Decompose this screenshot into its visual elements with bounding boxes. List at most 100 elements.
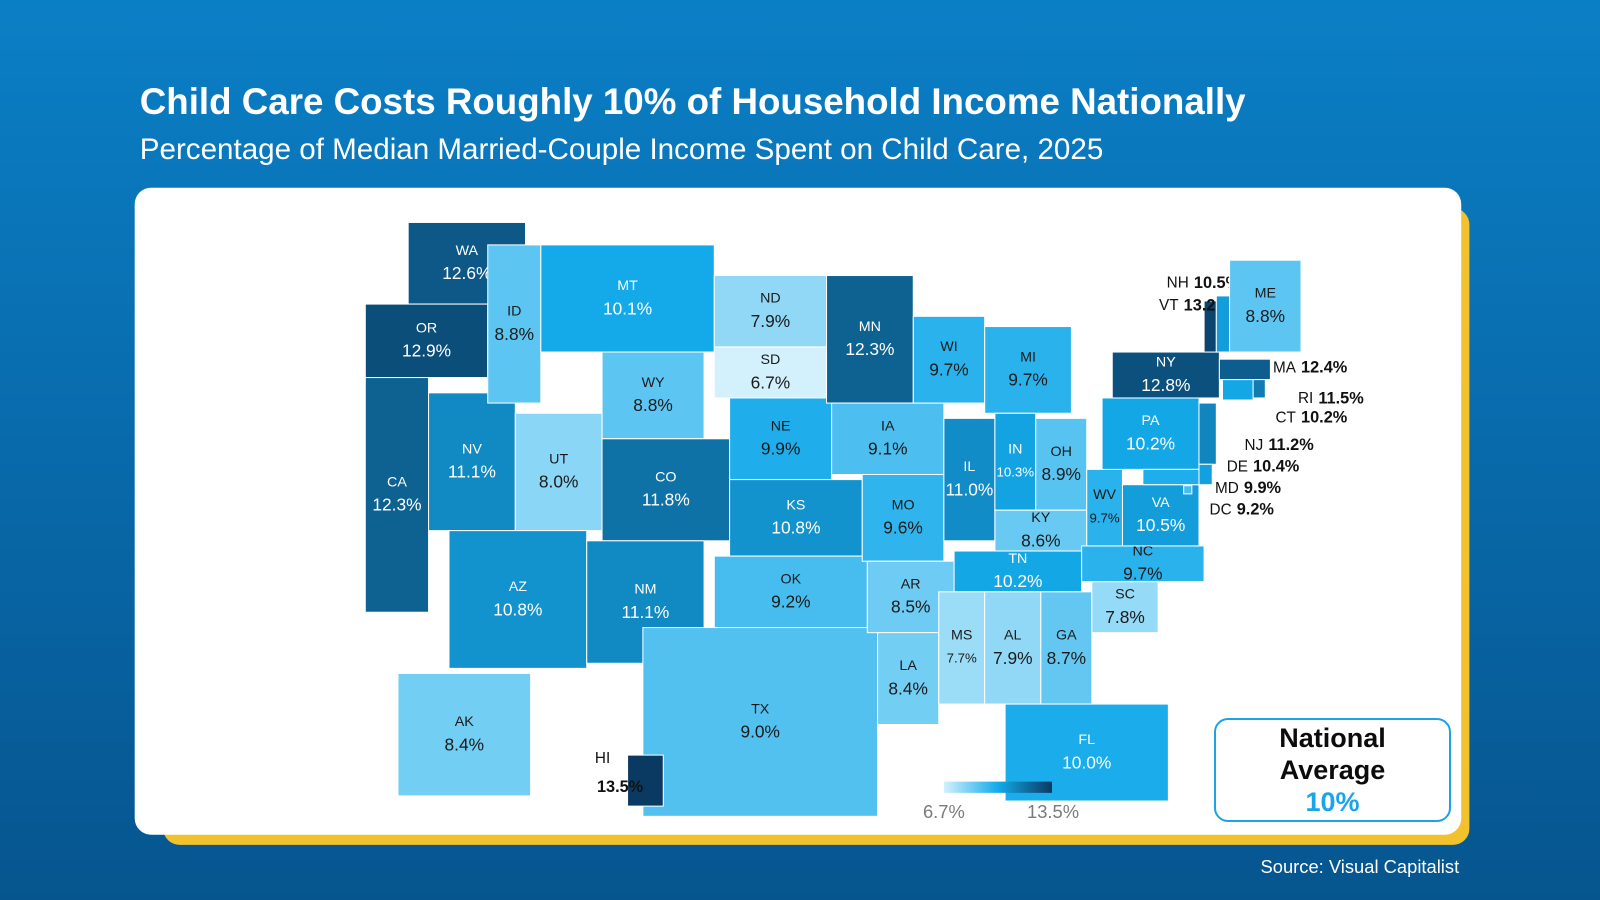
state-value-label: 10.2%	[1126, 433, 1175, 453]
state-abbr: KY	[1031, 510, 1051, 526]
title: Child Care Costs Roughly 10% of Househol…	[140, 81, 1246, 122]
state-value-label: 11.0%	[945, 479, 993, 499]
state-abbr: AR	[901, 576, 921, 592]
state-value-label: 9.2%	[771, 592, 811, 612]
state-value-label: 6.7%	[751, 372, 791, 392]
state	[364, 303, 489, 379]
state-value-label: 8.6%	[1021, 530, 1061, 550]
state-value-label: 10.2%	[993, 571, 1042, 591]
state-abbr: NE	[771, 418, 791, 434]
legend-max: 13.5%	[1027, 801, 1079, 822]
state-value-label: 8.0%	[539, 472, 579, 492]
state-value-label: 13.5%	[597, 778, 644, 796]
state-abbr: ID	[507, 304, 521, 320]
state-abbr: MD	[1215, 480, 1239, 497]
state-abbr: FL	[1078, 732, 1095, 748]
state-abbr: MN	[859, 319, 881, 335]
national-average-title: National Average	[1279, 723, 1386, 785]
state	[642, 627, 879, 817]
state-value-label: 10.1%	[603, 298, 652, 318]
state-abbr: WV	[1093, 487, 1116, 503]
state-abbr: SD	[760, 352, 780, 368]
state	[729, 479, 863, 557]
state	[1121, 484, 1200, 547]
state-abbr: NY	[1156, 355, 1176, 371]
state	[1229, 259, 1302, 353]
state-value-label: 9.9%	[761, 439, 801, 459]
state-abbr: PA	[1142, 413, 1160, 429]
state	[1215, 295, 1231, 353]
state-value-label: 9.7%	[1089, 510, 1119, 525]
state-value-label: 9.6%	[883, 518, 923, 538]
state	[729, 397, 833, 481]
state-value-label: 8.5%	[891, 597, 931, 617]
state-abbr: RI	[1298, 390, 1313, 407]
state-abbr: NC	[1133, 543, 1154, 559]
state-abbr: CT	[1276, 409, 1296, 426]
state-abbr: KS	[786, 497, 805, 513]
state-abbr: IA	[881, 418, 895, 434]
state-value-label: 9.7%	[929, 359, 969, 379]
state-abbr: LA	[899, 658, 917, 674]
state-value-label: 11.5%	[1318, 389, 1364, 407]
state	[1101, 397, 1200, 470]
state-value-label: 11.1%	[621, 602, 669, 622]
state-value-label: 11.8%	[642, 490, 690, 510]
state	[540, 244, 715, 353]
state	[994, 509, 1088, 552]
state-abbr: WA	[456, 243, 479, 259]
state	[1091, 581, 1159, 634]
state-value-label: 8.7%	[1047, 648, 1087, 668]
state-abbr: TN	[1008, 551, 1027, 567]
state	[1218, 358, 1271, 381]
state-abbr: VT	[1159, 297, 1179, 314]
state	[1035, 417, 1088, 511]
state-value-label: 8.8%	[633, 395, 673, 415]
state-abbr: OH	[1051, 444, 1072, 460]
state-abbr: HI	[595, 750, 610, 767]
state-abbr: UT	[549, 451, 568, 467]
state-value-label: 7.7%	[947, 651, 977, 666]
state-abbr: CA	[387, 474, 407, 490]
state	[1086, 468, 1123, 547]
state-value-label: 8.8%	[495, 324, 535, 344]
states: WA 12.6% OR 12.9% CA 12.3% NV 11.1% ID 8.8% MT 10.1…	[364, 221, 1364, 817]
state-abbr: AK	[455, 714, 475, 730]
state-abbr: MO	[892, 497, 915, 513]
state-value-label: 7.8%	[1105, 607, 1145, 627]
state	[943, 417, 996, 542]
state-abbr: OK	[781, 571, 802, 587]
state-value-label: 10.5%	[1194, 274, 1241, 292]
state-abbr: MA	[1273, 359, 1297, 376]
state-value-label: 12.9%	[402, 341, 451, 361]
state-abbr: WY	[642, 375, 665, 391]
state-abbr: IL	[963, 459, 975, 475]
state-value-label: 8.4%	[445, 734, 485, 754]
state	[1198, 402, 1217, 465]
state-value-label: 9.7%	[1123, 564, 1163, 584]
state-abbr: WI	[940, 339, 957, 355]
state	[994, 412, 1037, 511]
state	[1183, 485, 1193, 495]
state-value-label: 10.8%	[771, 518, 820, 538]
state-abbr: CO	[655, 469, 676, 485]
state-value-label: 9.1%	[868, 439, 908, 459]
state-abbr: VA	[1152, 495, 1170, 511]
state	[1081, 545, 1205, 583]
state	[1252, 379, 1266, 399]
state	[428, 392, 516, 532]
state	[877, 632, 940, 725]
state-value-label: 8.8%	[1246, 306, 1286, 326]
state	[1142, 468, 1200, 486]
state-abbr: NJ	[1245, 437, 1264, 454]
state-value-label: 10.2%	[1301, 409, 1348, 427]
state	[601, 351, 705, 440]
state-value-label: 12.3%	[372, 495, 421, 515]
state-value-label: 7.9%	[751, 311, 791, 331]
state	[953, 550, 1083, 593]
state-abbr: MI	[1020, 349, 1036, 365]
state-abbr: NV	[462, 441, 482, 457]
state	[514, 412, 603, 532]
state	[1221, 379, 1254, 401]
national-average-value: 10%	[1305, 787, 1360, 817]
